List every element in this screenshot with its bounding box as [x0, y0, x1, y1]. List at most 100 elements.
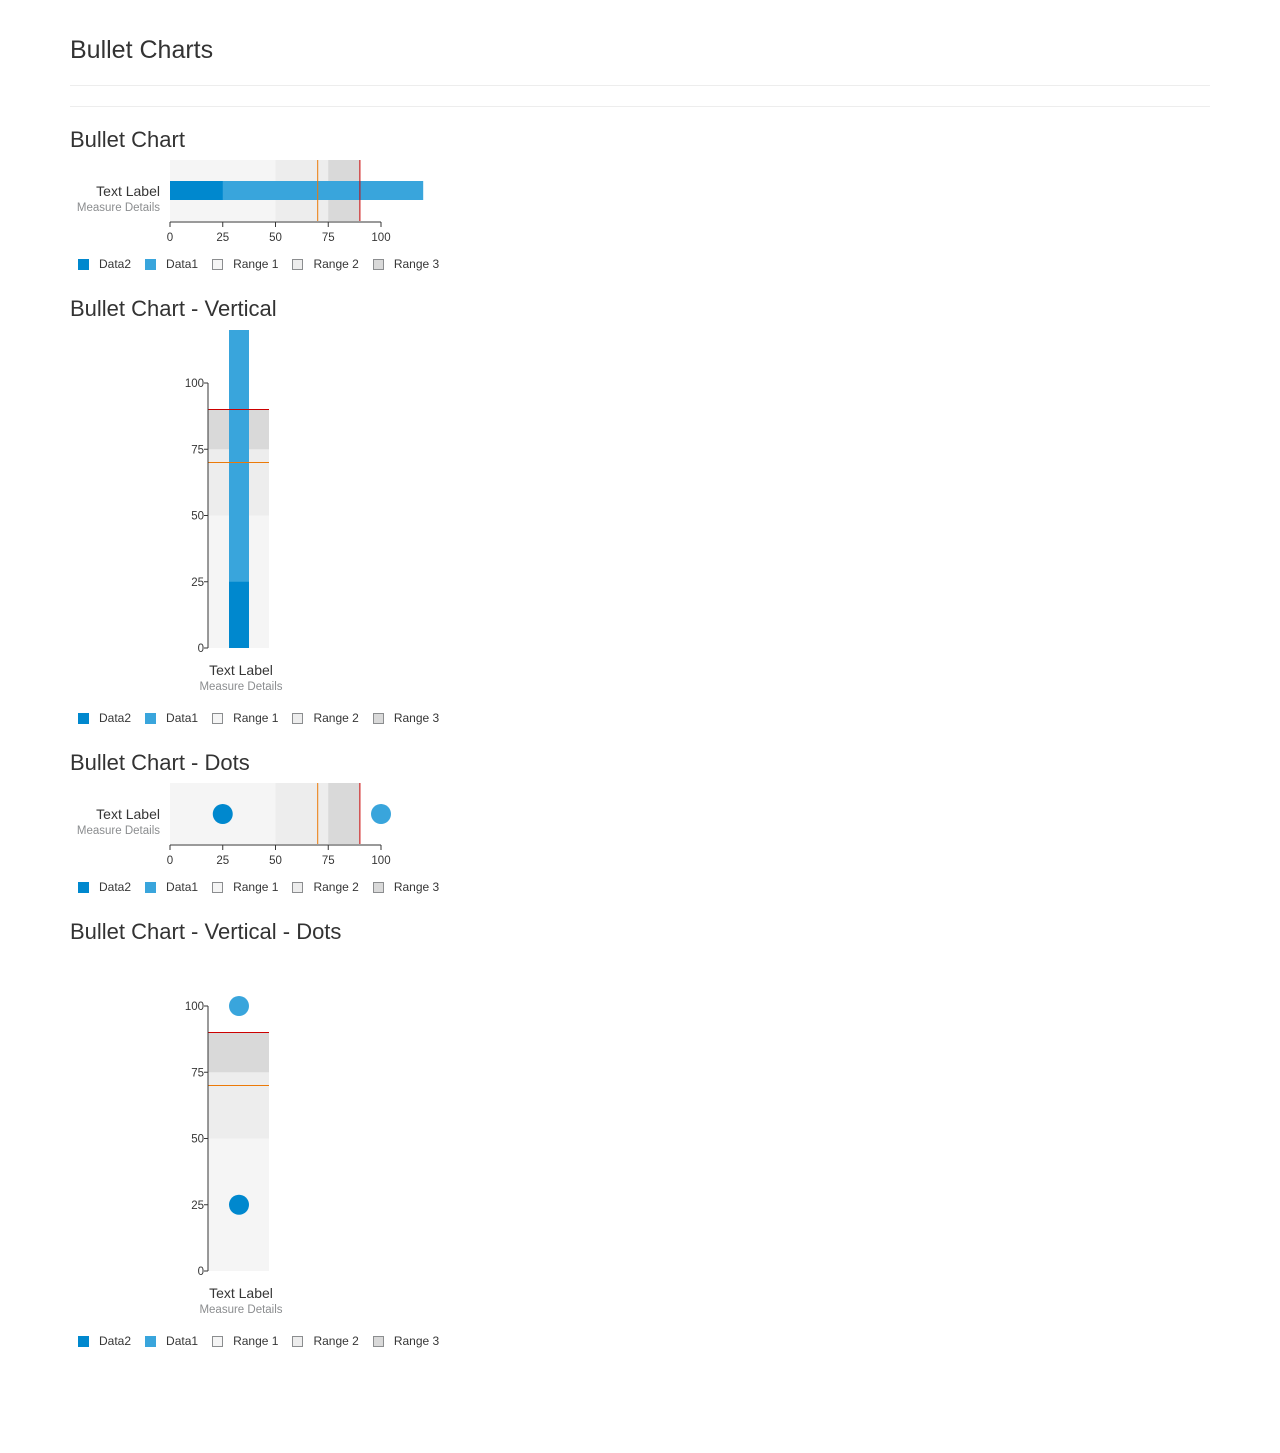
legend-label: Range 2 — [313, 1334, 359, 1348]
y-tick-label: 50 — [191, 511, 204, 523]
legend-item-data2[interactable]: Data2 — [78, 711, 131, 725]
legend-item-range-3[interactable]: Range 3 — [372, 880, 440, 894]
legend-swatch — [145, 712, 157, 724]
legend-item-range-1[interactable]: Range 1 — [212, 880, 278, 894]
chart-legend: Data2 Data1 Range 1 Range 2 Range 3 — [78, 1334, 453, 1348]
legend-swatch — [212, 258, 224, 270]
legend-label: Range 3 — [393, 1334, 440, 1348]
x-tick-label: 50 — [269, 232, 282, 244]
bullet-chart-vertical: 0 25 50 75 100 Text Label Measure Details — [185, 330, 283, 693]
x-tick-label: 0 — [167, 855, 173, 867]
legend-item-data2[interactable]: Data2 — [78, 1334, 131, 1348]
y-tick-label: 75 — [191, 444, 204, 456]
legend-swatch — [372, 258, 384, 270]
chart-legend: Data2 Data1 Range 1 Range 2 Range 3 — [78, 880, 453, 894]
bullet-chart-horizontal: 0 25 50 75 100 Text Label Measure Details — [77, 160, 424, 244]
legend-label: Range 1 — [233, 1334, 279, 1348]
measure-dot-data2 — [229, 1194, 249, 1215]
legend-item-range-3[interactable]: Range 3 — [372, 711, 440, 725]
y-tick-label: 100 — [185, 1001, 204, 1013]
chart-label: Text Label — [209, 1285, 273, 1301]
chart-title: Bullet Chart - Vertical - Dots — [70, 919, 342, 944]
legend-label: Data1 — [166, 1334, 199, 1348]
x-tick-label: 0 — [167, 232, 173, 244]
x-tick-label: 25 — [216, 232, 229, 244]
legend-item-range-3[interactable]: Range 3 — [372, 257, 439, 271]
measure-dot-data1 — [371, 804, 391, 824]
legend-label: Range 1 — [233, 711, 279, 725]
x-tick-label: 25 — [216, 855, 229, 867]
measure-bar-data2 — [170, 181, 223, 200]
chart-sublabel: Measure Details — [199, 681, 282, 693]
legend-item-data1[interactable]: Data1 — [145, 711, 198, 725]
legend-label: Range 2 — [313, 880, 359, 894]
legend-swatch — [78, 712, 89, 724]
legend-label: Range 1 — [233, 257, 279, 271]
chart-title: Bullet Chart - Vertical — [70, 296, 277, 321]
legend-label: Range 2 — [313, 711, 359, 725]
measure-dot-data2 — [212, 804, 233, 824]
legend-label: Data2 — [99, 1334, 132, 1348]
bullet-chart-vertical-dots: 0 25 50 75 100 Text Label Measure Details — [185, 996, 283, 1316]
legend-swatch — [78, 1335, 89, 1347]
legend-swatch — [292, 1335, 304, 1347]
legend-item-data2[interactable]: Data2 — [78, 880, 131, 894]
legend-label: Range 3 — [393, 711, 440, 725]
bullet-chart-dots: 0 25 50 75 100 Text Label Measure Details — [77, 783, 391, 867]
legend-swatch — [212, 712, 224, 724]
x-tick-label: 100 — [371, 855, 390, 867]
y-tick-label: 100 — [185, 378, 204, 390]
page-title: Bullet Charts — [70, 36, 214, 64]
legend-swatch — [292, 258, 304, 270]
chart-sublabel: Measure Details — [77, 202, 160, 214]
legend-item-data1[interactable]: Data1 — [145, 1334, 198, 1348]
legend-item-range-1[interactable]: Range 1 — [212, 257, 278, 271]
legend-label: Data2 — [99, 880, 132, 894]
x-tick-label: 75 — [322, 855, 335, 867]
legend-label: Data1 — [166, 711, 199, 725]
legend-label: Data1 — [166, 880, 199, 894]
x-tick-label: 75 — [322, 232, 335, 244]
chart-label: Text Label — [96, 806, 160, 822]
chart-legend: Data2 Data1 Range 1 Range 2 Range 3 — [78, 711, 453, 725]
chart-title: Bullet Chart — [70, 127, 185, 152]
y-tick-label: 50 — [191, 1134, 204, 1146]
chart-legend: Data2 Data1 Range 1 Range 2 Range 3 — [78, 257, 453, 271]
x-tick-label: 100 — [371, 232, 390, 244]
legend-item-range-3[interactable]: Range 3 — [372, 1334, 440, 1348]
legend-swatch — [292, 881, 304, 893]
legend-item-range-2[interactable]: Range 2 — [292, 711, 359, 725]
chart-label: Text Label — [209, 662, 273, 678]
legend-swatch — [372, 712, 384, 724]
legend-swatch — [292, 712, 304, 724]
content-divider — [70, 106, 1210, 107]
y-tick-label: 25 — [191, 1200, 204, 1212]
legend-item-range-2[interactable]: Range 2 — [292, 257, 359, 271]
legend-swatch — [78, 258, 89, 270]
chart-sublabel: Measure Details — [199, 1304, 282, 1316]
legend-swatch — [212, 881, 224, 893]
legend-swatch — [145, 1335, 157, 1347]
chart-label: Text Label — [96, 183, 160, 199]
legend-item-range-1[interactable]: Range 1 — [212, 1334, 278, 1348]
legend-item-data1[interactable]: Data1 — [145, 257, 198, 271]
legend-swatch — [212, 1335, 224, 1347]
legend-item-data2[interactable]: Data2 — [78, 257, 131, 271]
legend-swatch — [145, 258, 157, 270]
measure-dot-data1 — [229, 996, 249, 1016]
legend-label: Range 2 — [313, 257, 359, 271]
legend-label: Data2 — [99, 257, 132, 271]
legend-item-range-1[interactable]: Range 1 — [212, 711, 278, 725]
legend-item-range-2[interactable]: Range 2 — [292, 1334, 359, 1348]
legend-label: Data1 — [166, 257, 199, 271]
legend-swatch — [372, 1335, 384, 1347]
legend-label: Range 3 — [393, 880, 440, 894]
y-tick-label: 0 — [198, 643, 204, 655]
measure-bar-data2 — [229, 581, 249, 648]
legend-label: Range 1 — [233, 880, 279, 894]
legend-item-data1[interactable]: Data1 — [145, 880, 198, 894]
chart-sublabel: Measure Details — [77, 825, 160, 837]
legend-label: Data2 — [99, 711, 132, 725]
legend-item-range-2[interactable]: Range 2 — [292, 880, 359, 894]
header-divider — [70, 85, 1210, 86]
